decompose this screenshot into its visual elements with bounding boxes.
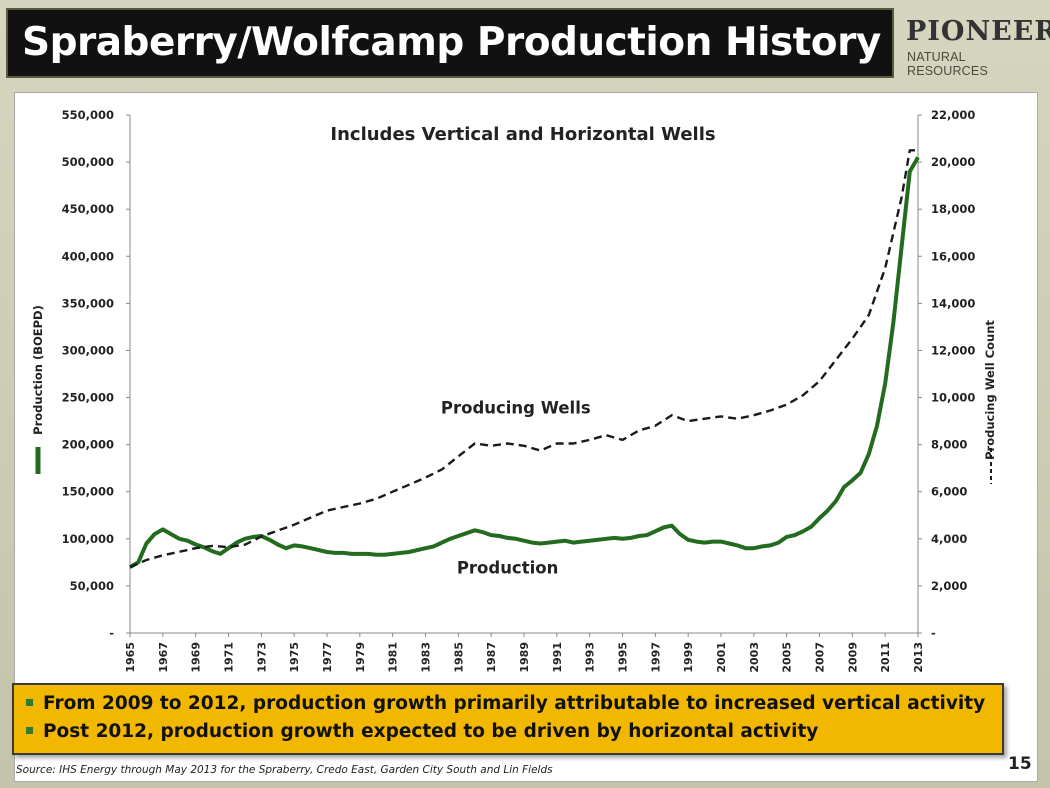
- chart-panel: [14, 92, 1038, 782]
- y-tick-label: 300,000: [62, 343, 114, 357]
- x-tick-label: 1981: [387, 642, 400, 673]
- y-tick-label: 550,000: [62, 108, 114, 122]
- y2-tick-label: 12,000: [931, 343, 975, 357]
- y2-tick-label: 22,000: [931, 108, 975, 122]
- x-tick-label: 1985: [452, 642, 465, 673]
- wells-series-line: [129, 149, 918, 569]
- x-tick-label: 1987: [485, 642, 498, 673]
- chart-annotation: Producing Wells: [441, 399, 591, 418]
- x-tick-label: 2003: [748, 642, 761, 673]
- x-tick-label: 1973: [255, 642, 268, 673]
- y-axis-title: Production (BOEPD): [31, 305, 45, 435]
- y2-tick-label: -: [931, 626, 936, 640]
- x-tick-label: 1975: [288, 642, 301, 673]
- x-tick-label: 2011: [879, 642, 892, 673]
- source-note: Source: IHS Energy through May 2013 for …: [16, 764, 553, 776]
- bullet-marker: [26, 698, 33, 706]
- y-tick-label: 100,000: [62, 532, 114, 546]
- y-tick-label: 150,000: [62, 485, 114, 499]
- x-tick-label: 1993: [584, 642, 597, 673]
- y2-tick-label: 6,000: [931, 485, 967, 499]
- x-tick-label: 1991: [551, 642, 564, 673]
- y2-tick-label: 10,000: [931, 391, 975, 405]
- callout-bullet: Post 2012, production growth expected to…: [26, 721, 818, 742]
- x-tick-label: 2005: [781, 642, 794, 673]
- y2-axis-title: Producing Well Count: [983, 320, 997, 460]
- bullet-marker: [26, 726, 33, 734]
- page-number: 15: [1008, 754, 1032, 774]
- y-tick-label: -: [109, 626, 114, 640]
- title-bar: Spraberry/Wolfcamp Production History: [6, 8, 894, 78]
- y2-tick-label: 4,000: [931, 532, 967, 546]
- callout-box: From 2009 to 2012, production growth pri…: [12, 683, 1004, 755]
- x-tick-label: 1979: [354, 642, 367, 673]
- bullet-text: Post 2012, production growth expected to…: [43, 721, 819, 742]
- y-tick-label: 400,000: [62, 249, 114, 263]
- y2-tick-label: 20,000: [931, 155, 975, 169]
- y2-tick-label: 18,000: [931, 202, 975, 216]
- callout-bullet: From 2009 to 2012, production growth pri…: [26, 693, 985, 714]
- x-tick-label: 1977: [321, 642, 334, 673]
- x-tick-label: 1983: [420, 642, 433, 673]
- x-tick-label: 1999: [682, 642, 695, 673]
- production-series-line: [129, 156, 920, 569]
- x-tick-label: 1969: [190, 642, 203, 673]
- x-tick-label: 2001: [715, 642, 728, 673]
- y2-tick-label: 14,000: [931, 296, 975, 310]
- y2-tick-label: 8,000: [931, 438, 967, 452]
- chart-title: Includes Vertical and Horizontal Wells: [330, 124, 715, 145]
- x-tick-label: 1967: [157, 642, 170, 673]
- x-tick-label: 1995: [617, 642, 630, 673]
- x-tick-label: 1989: [518, 642, 531, 673]
- x-tick-label: 2009: [846, 642, 859, 673]
- y-tick-label: 450,000: [62, 202, 114, 216]
- x-tick-label: 1971: [223, 642, 236, 673]
- x-tick-label: 2007: [814, 642, 827, 673]
- logo-sub-text: NATURAL RESOURCES: [907, 50, 988, 78]
- slide-title: Spraberry/Wolfcamp Production History: [22, 20, 881, 65]
- x-tick-label: 1965: [124, 642, 137, 673]
- x-tick-label: 1997: [649, 642, 662, 673]
- y2-tick-label: 16,000: [931, 249, 975, 263]
- y-tick-label: 200,000: [62, 438, 114, 452]
- logo-main-text: PIONEER: [906, 16, 1050, 47]
- company-logo: PIONEER NATURAL RESOURCES: [898, 12, 1050, 78]
- x-tick-label: 2013: [912, 642, 925, 673]
- chart-annotation: Production: [457, 559, 559, 578]
- y-tick-label: 50,000: [70, 579, 114, 593]
- bullet-text: From 2009 to 2012, production growth pri…: [43, 693, 986, 714]
- y-tick-label: 350,000: [62, 296, 114, 310]
- y-tick-label: 500,000: [62, 155, 114, 169]
- y2-tick-label: 2,000: [931, 579, 967, 593]
- y-tick-label: 250,000: [62, 391, 114, 405]
